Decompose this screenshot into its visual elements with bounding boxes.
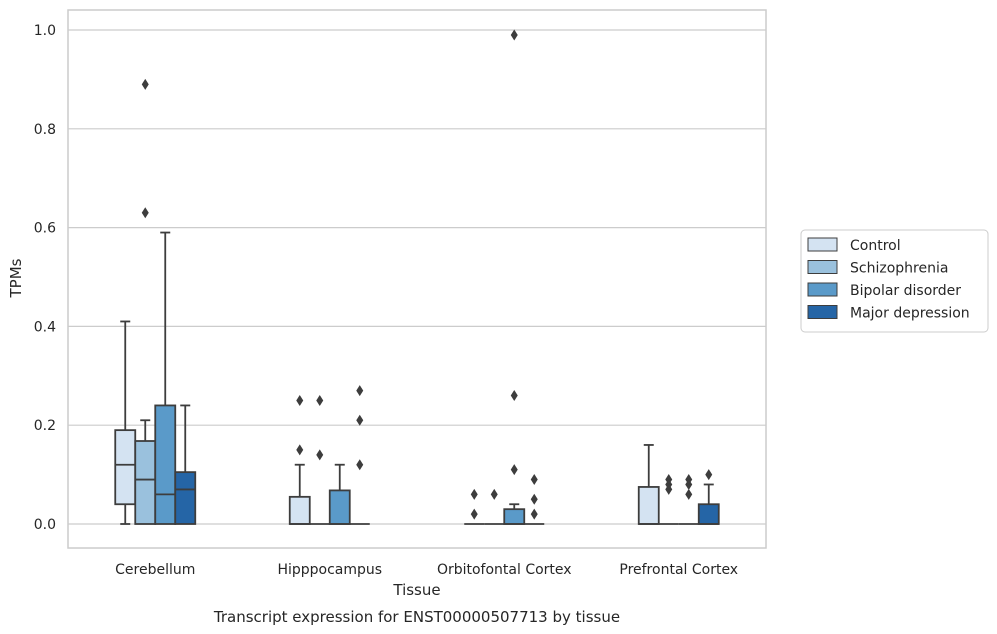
x-tick-labels: Cerebellum Hipppocampus Orbitofontal Corte… — [115, 562, 738, 578]
outlier-point — [141, 207, 149, 219]
legend-label: Schizophrenia — [850, 261, 948, 277]
legend: Control Schizophrenia Bipolar disorder Majo… — [800, 229, 989, 333]
box — [174, 471, 197, 525]
box-plot — [678, 474, 699, 525]
outlier-point — [530, 474, 538, 486]
y-tick-label: 1.0 — [34, 23, 56, 39]
x-tick-label: Orbitofontal Cortex — [437, 562, 572, 578]
box-plot — [503, 29, 526, 525]
box — [697, 503, 720, 525]
category-group — [114, 78, 197, 525]
box — [134, 440, 157, 525]
box-plot — [288, 395, 311, 525]
outlier-point — [316, 395, 324, 406]
legend-swatch — [807, 237, 838, 252]
category-group — [464, 29, 545, 525]
box-plot — [328, 463, 351, 525]
box-plot — [658, 474, 679, 525]
y-tick-label: 0.4 — [34, 319, 56, 335]
box — [154, 404, 177, 525]
y-axis-label: TPMs — [7, 258, 25, 298]
box — [328, 489, 351, 525]
plot-frame — [67, 9, 767, 549]
category-group — [288, 385, 370, 525]
legend-label: Major depression — [850, 306, 970, 322]
box — [114, 429, 137, 506]
y-tick-label: 0.8 — [34, 122, 56, 138]
outlier-point — [296, 395, 304, 406]
box-plot — [484, 488, 505, 525]
box-plot — [309, 395, 330, 525]
legend-swatch — [807, 282, 838, 297]
outlier-point — [705, 469, 713, 481]
outlier-point — [510, 29, 518, 41]
box-plot — [174, 404, 197, 525]
outlier-point — [141, 78, 149, 90]
box-plot — [349, 385, 370, 525]
box-groups — [114, 29, 720, 525]
legend-label: Control — [850, 238, 901, 254]
outlier-point — [316, 449, 324, 461]
outlier-point — [530, 493, 538, 505]
box — [637, 486, 660, 525]
box-plot — [134, 78, 157, 525]
category-group — [637, 444, 720, 525]
x-tick-label: Hipppocampus — [277, 562, 382, 578]
legend-swatch — [807, 305, 838, 319]
outlier-point — [685, 488, 693, 500]
outlier-point — [685, 474, 693, 486]
legend-swatch — [807, 260, 838, 274]
box-plot — [114, 320, 137, 525]
y-tick-label: 0.6 — [34, 221, 56, 237]
outlier-point — [665, 474, 673, 486]
box-plot — [524, 474, 545, 525]
box — [503, 508, 526, 525]
x-tick-label: Cerebellum — [115, 562, 195, 578]
box-plot — [464, 488, 485, 525]
outlier-point — [356, 385, 364, 397]
outlier-point — [296, 444, 304, 456]
outlier-point — [530, 508, 538, 520]
y-tick-labels: 0.0 0.2 0.4 0.6 0.8 1.0 — [34, 23, 56, 533]
outlier-point — [510, 390, 518, 402]
figure-caption: Transcript expression for ENST0000050771… — [213, 608, 620, 626]
outlier-point — [470, 508, 478, 520]
box-plot — [697, 469, 720, 525]
outlier-point — [510, 464, 518, 476]
box — [288, 495, 311, 525]
outlier-point — [356, 459, 364, 471]
outlier-point — [490, 488, 498, 500]
legend-label: Bipolar disorder — [850, 283, 961, 299]
box-plot — [637, 444, 660, 525]
x-axis-label: Tissue — [392, 581, 440, 599]
outlier-point — [356, 414, 364, 426]
y-tick-label: 0.2 — [34, 418, 56, 434]
y-tick-label: 0.0 — [34, 517, 56, 533]
outlier-point — [470, 488, 478, 500]
box-plot — [154, 231, 177, 525]
legend-frame — [800, 229, 989, 333]
x-tick-label: Prefrontal Cortex — [619, 562, 738, 578]
